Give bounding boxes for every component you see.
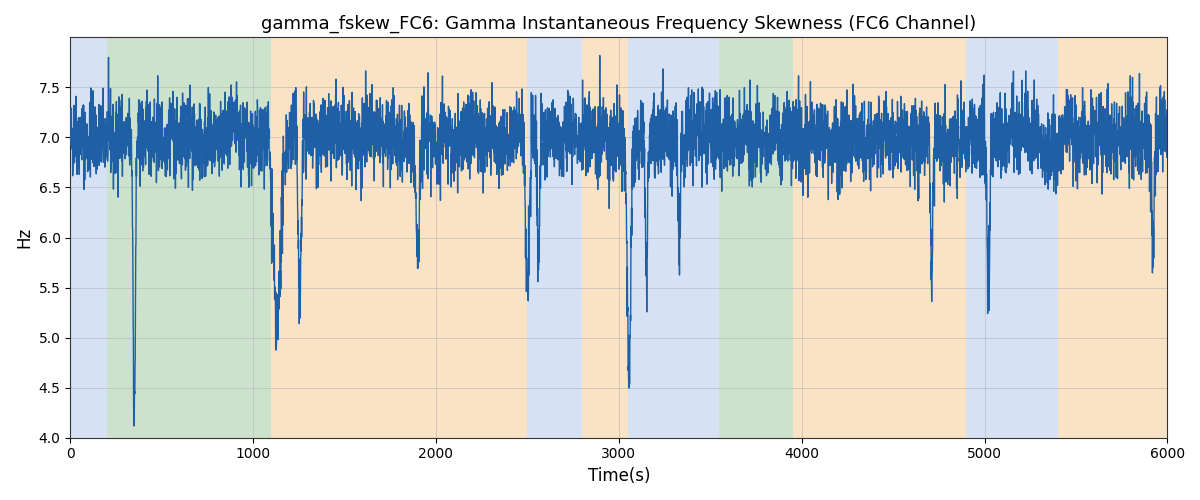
Bar [628, 38, 720, 438]
Bar [71, 38, 107, 438]
Bar [107, 38, 271, 438]
X-axis label: Time(s): Time(s) [588, 467, 650, 485]
Title: gamma_fskew_FC6: Gamma Instantaneous Frequency Skewness (FC6 Channel): gamma_fskew_FC6: Gamma Instantaneous Fre… [262, 15, 977, 34]
Bar [720, 38, 792, 438]
Bar [528, 38, 582, 438]
Bar [582, 38, 628, 438]
Bar [966, 38, 1057, 438]
Bar [271, 38, 528, 438]
Bar [1057, 38, 1168, 438]
Y-axis label: Hz: Hz [16, 227, 34, 248]
Bar [792, 38, 966, 438]
